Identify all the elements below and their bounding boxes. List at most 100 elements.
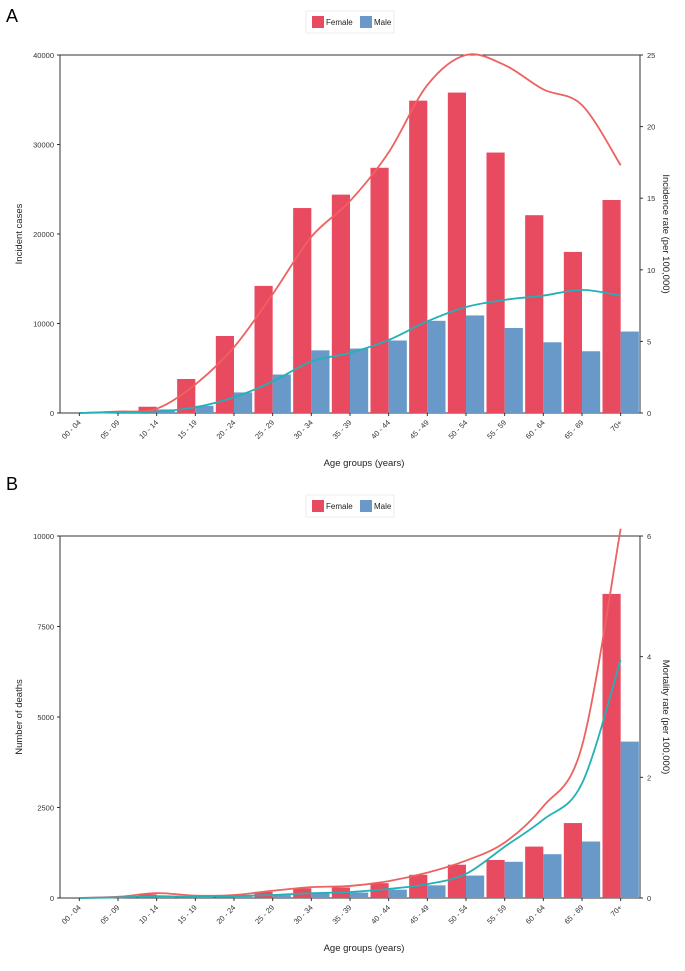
legend: Female Male (305, 10, 395, 34)
plot-frame (59, 535, 641, 899)
y2-tick-label: 4 (647, 653, 651, 662)
bar-female (409, 100, 428, 414)
x-tick-label: 60 - 64 (524, 903, 547, 926)
bar-female (215, 336, 234, 413)
legend-label-female: Female (326, 18, 353, 27)
line-male-rate (79, 659, 622, 899)
x-axis-title: Age groups (years) (324, 458, 405, 469)
line-female-rate (79, 53, 622, 414)
bar-male (620, 331, 639, 413)
y-tick-label: 7500 (37, 623, 54, 632)
legend-swatch-male (360, 16, 372, 28)
bar-male (620, 741, 639, 898)
y2-tick-label: 25 (647, 51, 655, 60)
legend: Female Male (305, 494, 395, 518)
x-tick-label: 05 - 09 (99, 903, 122, 926)
y2-axis-title: Incidence rate (per 100,000) (660, 174, 671, 293)
bar-male (195, 405, 214, 413)
y2-tick-label: 20 (647, 123, 655, 132)
y-tick-label: 0 (50, 409, 54, 418)
bar-male (388, 340, 407, 413)
y2-tick-label: 0 (647, 894, 651, 903)
y-axis-title: Number of deaths (14, 679, 25, 755)
bar-male (234, 392, 253, 413)
bar-female (525, 846, 544, 898)
bar-male (388, 889, 407, 898)
bar-female (563, 251, 582, 413)
y2-axis-title: Mortality rate (per 100,000) (660, 660, 671, 775)
x-tick-label: 00 - 04 (60, 903, 83, 926)
legend-label-female: Female (326, 502, 353, 511)
bar-male (311, 893, 330, 898)
x-tick-label: 35 - 39 (331, 903, 354, 926)
legend-swatch-female (312, 500, 324, 512)
line-male-rate (79, 288, 621, 414)
bar-female (486, 859, 505, 898)
bar-male (311, 350, 330, 413)
bar-male (466, 315, 485, 413)
panel-a: A Female Male 0 10000 20000 30000 40000 0 5 10 15 20… (6, 6, 671, 469)
x-tick-label: 15 - 19 (176, 903, 199, 926)
x-tick-label: 15 - 19 (176, 418, 199, 441)
x-tick-label: 05 - 09 (99, 418, 122, 441)
x-tick-label: 30 - 34 (292, 903, 315, 926)
y2-tick-label: 5 (647, 337, 651, 346)
x-axis-title: Age groups (years) (324, 943, 405, 954)
x-tick-label: 40 - 44 (369, 903, 392, 926)
panel-b: B Female Male 0 2500 5000 7500 10000 0 2 4 6 00 - 04… (6, 474, 671, 954)
legend-label-male: Male (374, 18, 392, 27)
bar-male (427, 320, 446, 413)
y-tick-label: 2500 (37, 804, 54, 813)
x-tick-label: 50 - 54 (447, 903, 470, 926)
x-tick-label: 35 - 39 (331, 418, 354, 441)
y-tick-label: 40000 (33, 51, 54, 60)
bar-female (293, 208, 312, 413)
bar-female (602, 593, 621, 898)
x-tick-label: 00 - 04 (60, 418, 83, 441)
bar-female (447, 864, 466, 898)
y-tick-label: 10000 (33, 320, 54, 329)
bar-male (466, 875, 485, 898)
x-tick-label: 25 - 29 (253, 903, 276, 926)
y2-tick-label: 15 (647, 194, 655, 203)
bar-male (582, 841, 601, 898)
bar-male (272, 895, 291, 898)
y2-tick-label: 0 (647, 409, 651, 418)
bar-female (254, 285, 273, 413)
panel-letter: A (6, 6, 18, 26)
bar-male (350, 892, 369, 898)
y2-tick-label: 10 (647, 266, 655, 275)
y-tick-label: 0 (50, 894, 54, 903)
bar-male (582, 351, 601, 413)
x-tick-label: 55 - 59 (485, 418, 508, 441)
bar-male (350, 348, 369, 413)
panel-letter: B (6, 474, 18, 494)
x-tick-label: 45 - 49 (408, 418, 431, 441)
bar-male (427, 885, 446, 898)
x-tick-label: 70+ (609, 903, 625, 919)
bar-female (331, 194, 350, 413)
bar-male (272, 374, 291, 413)
x-tick-label: 70+ (609, 418, 625, 434)
bar-female (563, 823, 582, 898)
y-axis-title: Incident cases (14, 203, 25, 264)
x-tick-label: 45 - 49 (408, 903, 431, 926)
legend-label-male: Male (374, 502, 392, 511)
x-tick-label: 50 - 54 (447, 418, 470, 441)
y-tick-label: 30000 (33, 141, 54, 150)
x-tick-label: 20 - 24 (215, 418, 238, 441)
x-tick-label: 65 - 69 (563, 418, 586, 441)
bar-female (486, 152, 505, 413)
legend-swatch-male (360, 500, 372, 512)
x-tick-label: 65 - 69 (563, 903, 586, 926)
x-tick-label: 55 - 59 (485, 903, 508, 926)
x-tick-label: 60 - 64 (524, 418, 547, 441)
bar-female (370, 167, 389, 413)
line-female-rate (79, 528, 622, 899)
y-tick-label: 20000 (33, 230, 54, 239)
x-tick-label: 10 - 14 (137, 903, 160, 926)
bar-male (543, 342, 562, 413)
bar-female (447, 92, 466, 413)
bar-male (234, 896, 253, 898)
